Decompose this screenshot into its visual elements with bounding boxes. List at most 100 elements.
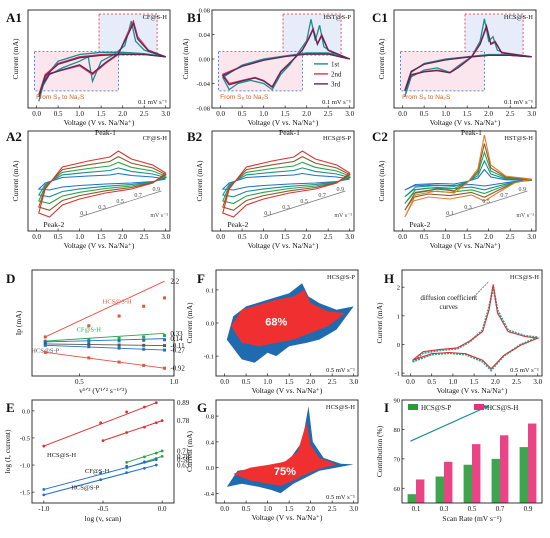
panel-D-point	[163, 344, 167, 348]
panel-A1: 0.0 0.5 1.0 1.5 2.0 2.5 3.0 Voltage (V vs. Na/N…	[11, 9, 171, 127]
panel-D-point	[117, 360, 121, 364]
panel-G-scan-rate: 0.5 mV s⁻¹	[326, 494, 355, 501]
panel-G-xlabel: Voltage (V vs. Na/Na⁺)	[252, 513, 323, 522]
panel-B2-peak-2-label: Peak-2	[227, 220, 248, 229]
panel-A2-xtick-label: 2.5	[140, 233, 149, 241]
panel-C2-xtick-label: 3.0	[527, 233, 536, 241]
panel-C1-ylabel: Current (mA)	[377, 38, 386, 80]
panel-C1-xtick-label: 2.0	[484, 110, 493, 118]
panel-A2-series-5	[38, 150, 167, 218]
panel-B2-rate-unit: mV s⁻¹	[334, 213, 352, 219]
panel-E-ytick-label: 0.0	[22, 408, 30, 415]
panel-B2-series-2	[221, 167, 352, 198]
panel-B1-legend-label: 3rd	[331, 80, 341, 88]
panel-I-bar	[500, 435, 509, 503]
panel-A2-xtick-label: 2.0	[118, 233, 127, 241]
panel-label-H: H	[384, 271, 394, 286]
panel-C1-series-3	[404, 24, 532, 92]
panel-A2-rate-label: 0.1	[80, 211, 88, 217]
panel-E-point	[143, 466, 146, 470]
panel-E-point	[143, 455, 146, 459]
panel-E-slope-label: 0.78	[177, 417, 190, 425]
panel-D: 2.2HCS@S-H0.33CF@S-H0.14-0.11HCS@S-P-0.2…	[14, 269, 185, 395]
panel-G-xtick-label: 0.0	[220, 505, 229, 513]
panel-B2-xtick-label: 2.5	[324, 233, 333, 241]
panel-D-series-label: HCS@S-H	[103, 298, 132, 305]
panel-D-point	[87, 324, 91, 328]
panel-A1-frame	[27, 9, 171, 109]
panel-G-ytick-label: 0.4	[206, 439, 215, 446]
panel-A1-scan-rate: 0.1 mV s⁻¹	[138, 99, 167, 106]
panel-B1-annotation: From S₈ to Na₂S	[220, 94, 269, 101]
panel-D-slope-label: -0.27	[170, 347, 185, 355]
panel-D-point	[163, 366, 167, 370]
panel-E-series-label: HCS@S-H	[47, 452, 76, 459]
panel-H-annotation-pointer	[471, 281, 490, 299]
panel-I-xtick-label: 0.1	[412, 505, 421, 513]
panel-B1-tag: HST@S-P	[323, 14, 351, 21]
panel-B1-xtick-label: 0.0	[216, 110, 225, 118]
panel-H-frame	[401, 269, 543, 377]
panel-G-xtick-label: 2.5	[328, 505, 337, 513]
panel-D-point	[117, 339, 121, 343]
panel-A2-xtick-label: 0.5	[54, 233, 63, 241]
panel-E-series-label: HCS@S-P	[71, 484, 99, 491]
panel-D-point	[142, 335, 146, 339]
panel-I-bar	[444, 461, 453, 503]
panel-H-scan-rate: 0.5 mV s⁻¹	[510, 367, 539, 374]
panel-C2: 0.0 0.5 1.0 1.5 2.0 2.5 3.0 Voltage (V vs. Na/N…	[377, 128, 537, 250]
panel-B1-ytick-label: 0.08	[199, 8, 210, 15]
panel-C1-tag: HCS@S-H	[504, 14, 533, 21]
panel-E-slope-label: 0.78	[177, 453, 190, 461]
panel-H-tag: HCS@S-H	[510, 274, 539, 281]
panel-G-capacitive-area	[233, 422, 337, 486]
panel-E-point	[143, 460, 146, 464]
panel-C2-rate-label: 0.1	[446, 211, 454, 217]
panel-B2: 0.0 0.5 1.0 1.5 2.0 2.5 3.0 Voltage (V vs. Na/N…	[195, 128, 355, 250]
panel-A2-rate-unit: mV s⁻¹	[150, 213, 168, 219]
panels-layer: 0.0 0.5 1.0 1.5 2.0 2.5 3.0 Voltage (V vs. Na/N…	[3, 8, 543, 524]
panel-E-point	[160, 419, 164, 422]
panel-label-C2: C2	[372, 129, 388, 144]
panel-D-point	[142, 338, 146, 342]
panel-I-bar	[528, 423, 537, 503]
panel-D-slope-label: -0.11	[170, 342, 185, 350]
panel-C2-frame	[393, 130, 537, 232]
panel-label-B2: B2	[187, 129, 202, 144]
panel-A2-xtick-label: 0.0	[32, 233, 41, 241]
panel-F-ylabel: Current (mA)	[185, 302, 194, 344]
panel-I-bar	[407, 494, 416, 503]
panel-D-point	[163, 338, 167, 342]
panel-A1-xlabel: Voltage (V vs. Na/Na⁺)	[64, 118, 135, 127]
panel-H-xtick-label: 2.0	[491, 378, 500, 386]
panel-D-slope-label: 0.33	[170, 330, 183, 338]
panel-F-percent-label: 68%	[265, 316, 287, 328]
panel-I: 0.1 0.3 0.5 0.7 0.9 60 70 80 90 Scan Rate (mV s⁻¹…	[375, 398, 543, 523]
panel-H-xtick-label: 0.5	[427, 378, 436, 386]
panel-B2-rate-label: 0.5	[300, 199, 308, 205]
panel-I-bar	[491, 458, 500, 503]
panel-I-legend-swatch	[408, 404, 418, 410]
panel-D-point	[163, 334, 167, 338]
panel-G-xtick-label: 1.0	[263, 505, 272, 513]
panel-B2-series-3	[222, 161, 352, 205]
panel-A1-xtick-label: 3.0	[161, 110, 170, 118]
panel-I-bar	[519, 447, 528, 503]
panel-I-xtick-label: 0.3	[440, 505, 449, 513]
panel-E-point	[101, 439, 105, 443]
panel-A1-ylabel: Current (mA)	[11, 38, 20, 80]
panel-G-xtick-label: 2.0	[306, 505, 315, 513]
panel-D-point	[117, 314, 121, 318]
panel-D-point	[142, 347, 146, 351]
panel-E-point	[42, 493, 46, 497]
panel-D-point	[87, 339, 91, 343]
panel-C2-xtick-label: 1.0	[441, 233, 450, 241]
panel-C2-series-2	[404, 159, 532, 198]
panel-E-xlabel: log (v, scan)	[85, 514, 122, 523]
panel-B1-ytick-label: -0.04	[196, 81, 210, 88]
panel-F-xtick-label: 2.0	[306, 378, 315, 386]
panel-E-fit-line-5	[43, 459, 157, 490]
panel-B2-series-5	[222, 150, 351, 218]
panel-C1-xlabel: Voltage (V vs. Na/Na⁺)	[430, 118, 501, 127]
panel-B1-xtick-label: 1.5	[281, 110, 290, 118]
